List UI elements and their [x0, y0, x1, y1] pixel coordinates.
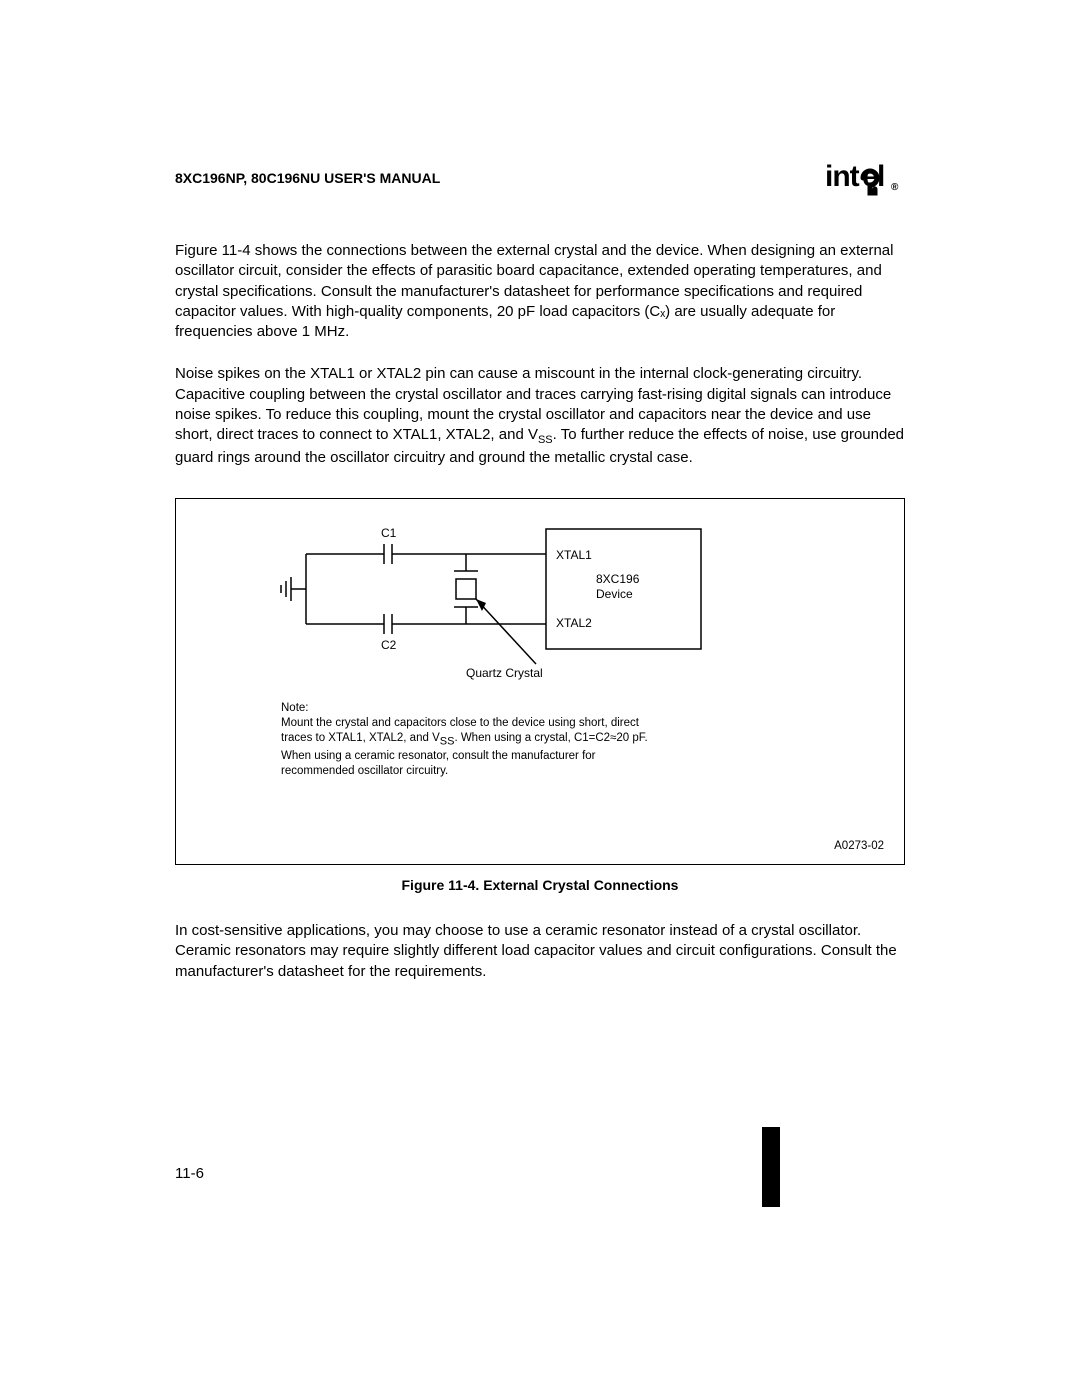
label-device1: 8XC196 — [596, 572, 640, 586]
figure-note: Note: Mount the crystal and capacitors c… — [281, 701, 661, 778]
page-content: 8XC196NP, 80C196NU USER'S MANUAL int l e… — [0, 0, 1080, 982]
svg-text:e: e — [862, 160, 878, 193]
intel-logo: int l e ® — [825, 160, 905, 196]
page-number: 11-6 — [175, 1165, 204, 1182]
figure-id: A0273-02 — [834, 840, 884, 852]
label-xtal2: XTAL2 — [556, 616, 592, 630]
note-vss-sub: SS — [440, 735, 455, 747]
circuit-diagram: C1 C2 XTAL1 XTAL2 8XC196 Device Quartz C… — [176, 499, 902, 699]
label-quartz: Quartz Crystal — [466, 666, 543, 680]
document-title: 8XC196NP, 80C196NU USER'S MANUAL — [175, 170, 440, 186]
svg-text:®: ® — [891, 182, 899, 193]
vss-subscript: SS — [538, 434, 553, 446]
header-row: 8XC196NP, 80C196NU USER'S MANUAL int l e… — [175, 160, 905, 196]
label-c2: C2 — [381, 638, 397, 652]
note-label: Note: — [281, 702, 309, 714]
label-device2: Device — [596, 587, 633, 601]
label-xtal1: XTAL1 — [556, 548, 592, 562]
figure-caption: Figure 11-4. External Crystal Connection… — [175, 877, 905, 893]
paragraph-1: Figure 11-4 shows the connections betwee… — [175, 241, 905, 342]
figure-11-4: C1 C2 XTAL1 XTAL2 8XC196 Device Quartz C… — [175, 498, 905, 865]
section-marker-bar — [762, 1127, 780, 1207]
paragraph-2: Noise spikes on the XTAL1 or XTAL2 pin c… — [175, 364, 905, 468]
paragraph-3: In cost-sensitive applications, you may … — [175, 921, 905, 982]
label-c1: C1 — [381, 526, 397, 540]
svg-text:int: int — [825, 160, 860, 193]
